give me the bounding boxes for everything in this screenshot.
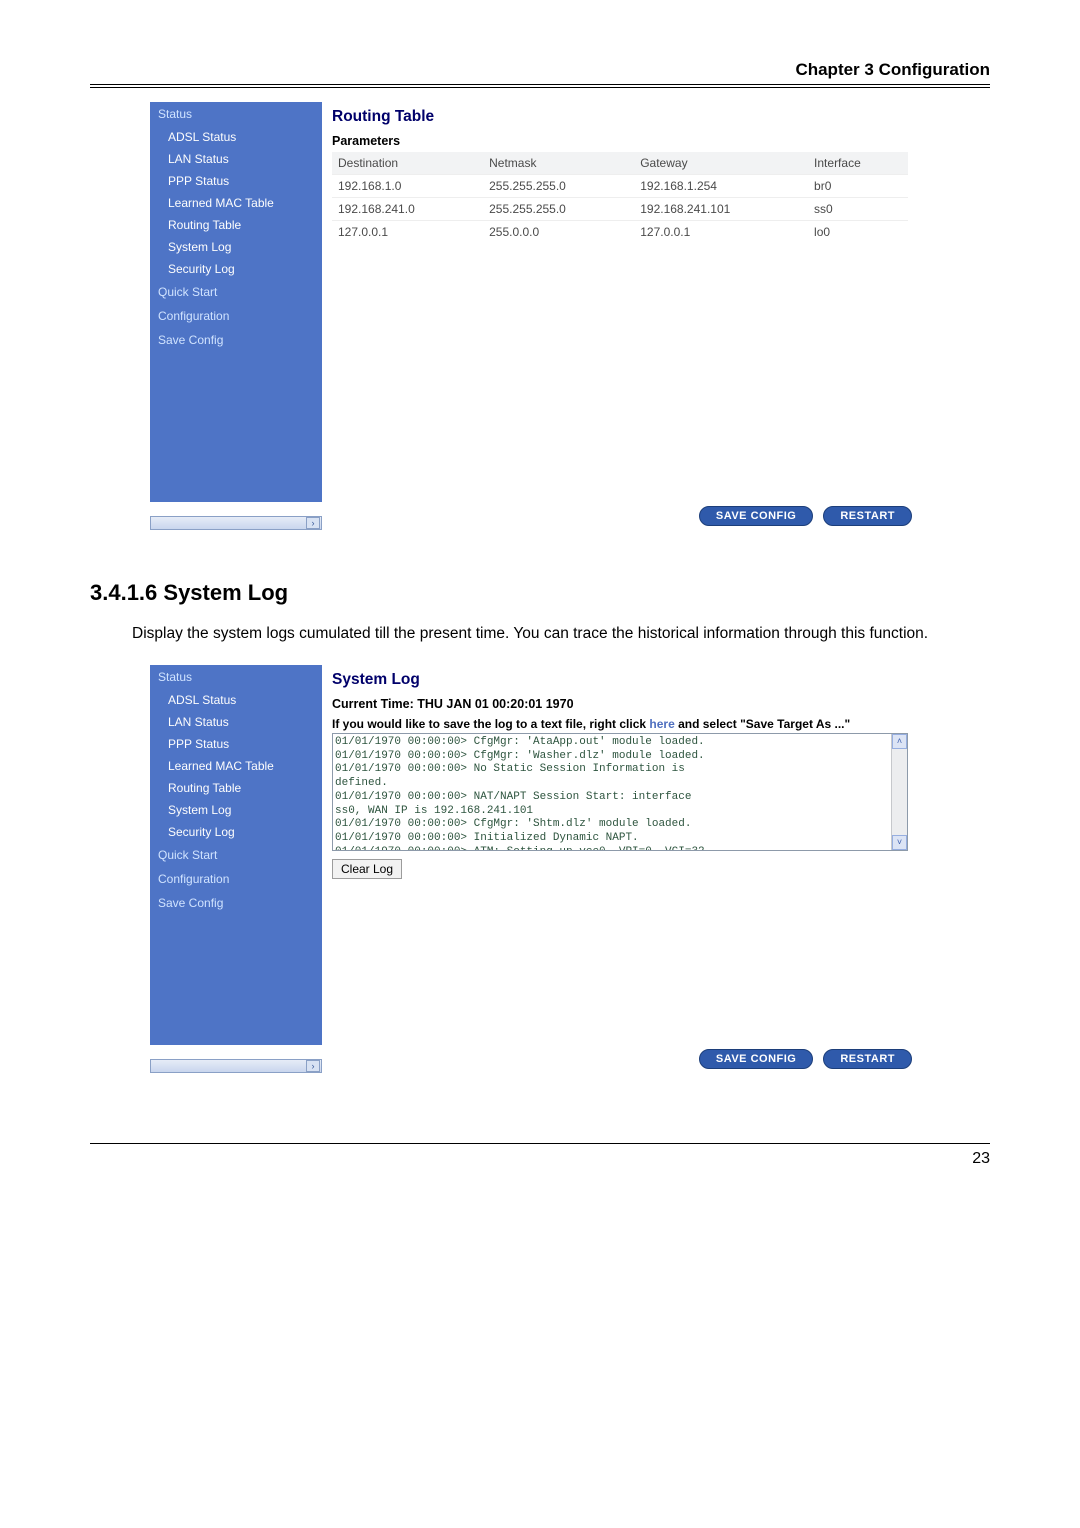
sidebar: StatusADSL StatusLAN StatusPPP StatusLea… [150, 102, 322, 502]
sidebar-item-security-log[interactable]: Security Log [150, 821, 322, 843]
table-cell: lo0 [808, 221, 908, 244]
sidebar-item-routing-table[interactable]: Routing Table [150, 777, 322, 799]
sidebar-item-learned-mac-table[interactable]: Learned MAC Table [150, 192, 322, 214]
sidebar-group-save-config[interactable]: Save Config [150, 328, 322, 352]
table-cell: 192.168.241.0 [332, 198, 483, 221]
table-header: Destination [332, 152, 483, 175]
sidebar-item-ppp-status[interactable]: PPP Status [150, 733, 322, 755]
page-number: 23 [90, 1144, 990, 1168]
sidebar-item-security-log[interactable]: Security Log [150, 258, 322, 280]
table-cell: 127.0.0.1 [634, 221, 808, 244]
table-cell: br0 [808, 175, 908, 198]
save-log-here-link[interactable]: here [649, 717, 674, 731]
content-title: System Log [332, 669, 908, 693]
restart-button[interactable]: RESTART [823, 1049, 912, 1069]
sidebar-group-quick-start[interactable]: Quick Start [150, 843, 322, 867]
routing-table-screenshot: StatusADSL StatusLAN StatusPPP StatusLea… [150, 102, 920, 530]
system-log-screenshot: StatusADSL StatusLAN StatusPPP StatusLea… [150, 665, 920, 1073]
table-cell: 192.168.241.101 [634, 198, 808, 221]
sidebar-group-status[interactable]: Status [150, 102, 322, 126]
table-row: 127.0.0.1255.0.0.0127.0.0.1lo0 [332, 221, 908, 244]
content-title: Routing Table [332, 106, 908, 130]
sidebar-item-adsl-status[interactable]: ADSL Status [150, 689, 322, 711]
table-header: Netmask [483, 152, 634, 175]
sidebar: StatusADSL StatusLAN StatusPPP StatusLea… [150, 665, 322, 1045]
scroll-right-icon[interactable]: › [306, 517, 320, 529]
log-scrollbar[interactable]: ˄ ˅ [891, 734, 907, 850]
sidebar-item-system-log[interactable]: System Log [150, 236, 322, 258]
routing-table: DestinationNetmaskGatewayInterface 192.1… [332, 152, 908, 243]
restart-button[interactable]: RESTART [823, 506, 912, 526]
table-cell: ss0 [808, 198, 908, 221]
sidebar-group-configuration[interactable]: Configuration [150, 304, 322, 328]
table-cell: 192.168.1.0 [332, 175, 483, 198]
scroll-down-icon[interactable]: ˅ [892, 835, 907, 850]
save-config-button[interactable]: SAVE CONFIG [699, 1049, 813, 1069]
sidebar-item-lan-status[interactable]: LAN Status [150, 711, 322, 733]
sidebar-scrollbar[interactable]: › [150, 1059, 322, 1073]
table-cell: 192.168.1.254 [634, 175, 808, 198]
sidebar-item-routing-table[interactable]: Routing Table [150, 214, 322, 236]
sidebar-group-configuration[interactable]: Configuration [150, 867, 322, 891]
table-cell: 255.0.0.0 [483, 221, 634, 244]
clear-log-button[interactable]: Clear Log [332, 859, 402, 879]
sidebar-group-status[interactable]: Status [150, 665, 322, 689]
page-header: Chapter 3 Configuration [90, 60, 990, 88]
current-time-label: Current Time: THU JAN 01 00:20:01 1970 [332, 693, 908, 715]
sidebar-group-save-config[interactable]: Save Config [150, 891, 322, 915]
table-header: Interface [808, 152, 908, 175]
table-cell: 255.255.255.0 [483, 198, 634, 221]
sidebar-group-quick-start[interactable]: Quick Start [150, 280, 322, 304]
sidebar-item-adsl-status[interactable]: ADSL Status [150, 126, 322, 148]
table-header: Gateway [634, 152, 808, 175]
section-body: Display the system logs cumulated till t… [132, 624, 990, 645]
table-cell: 255.255.255.0 [483, 175, 634, 198]
save-config-button[interactable]: SAVE CONFIG [699, 506, 813, 526]
log-textarea[interactable]: 01/01/1970 00:00:00> CfgMgr: 'AtaApp.out… [332, 733, 908, 851]
sidebar-item-system-log[interactable]: System Log [150, 799, 322, 821]
scroll-right-icon[interactable]: › [306, 1060, 320, 1072]
sidebar-item-learned-mac-table[interactable]: Learned MAC Table [150, 755, 322, 777]
table-row: 192.168.241.0255.255.255.0192.168.241.10… [332, 198, 908, 221]
scroll-up-icon[interactable]: ˄ [892, 734, 907, 749]
sidebar-item-lan-status[interactable]: LAN Status [150, 148, 322, 170]
save-log-note: If you would like to save the log to a t… [332, 715, 908, 733]
parameters-label: Parameters [332, 130, 908, 152]
table-cell: 127.0.0.1 [332, 221, 483, 244]
table-row: 192.168.1.0255.255.255.0192.168.1.254br0 [332, 175, 908, 198]
section-heading: 3.4.1.6 System Log [90, 580, 990, 606]
sidebar-scrollbar[interactable]: › [150, 516, 322, 530]
sidebar-item-ppp-status[interactable]: PPP Status [150, 170, 322, 192]
